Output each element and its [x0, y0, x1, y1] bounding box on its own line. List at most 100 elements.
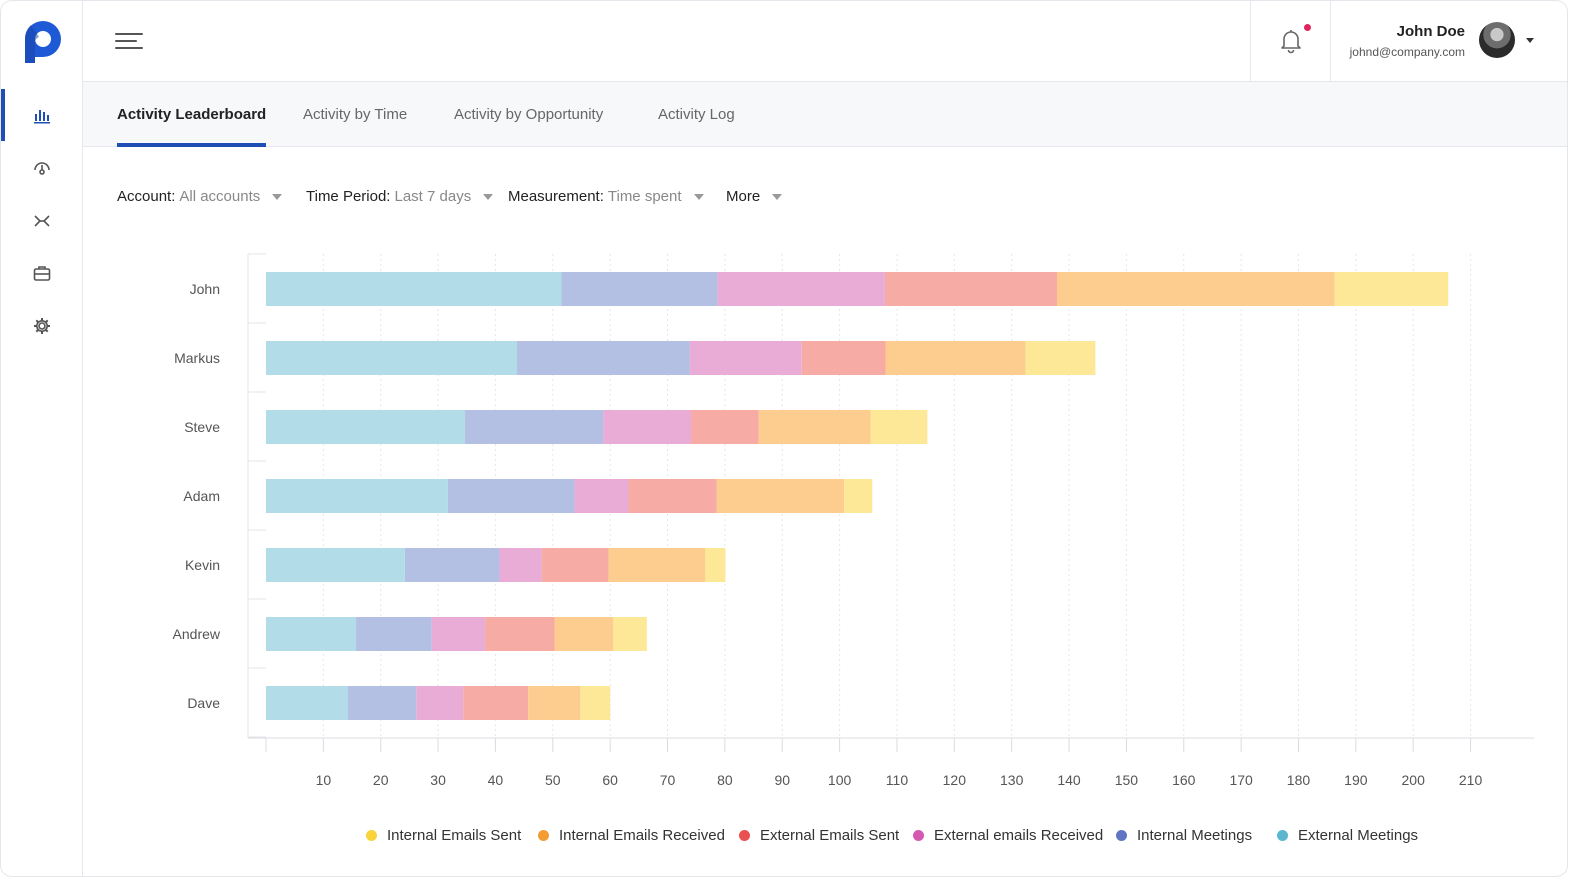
x-tick-label: 60 — [602, 772, 618, 788]
bar-segment — [416, 686, 464, 720]
measurement-filter[interactable]: Measurement: Time spent — [508, 188, 704, 205]
bar-segment — [691, 410, 759, 444]
activity-leaderboard-chart: 10 20 30 40 50 60 70 80 90 100 110 120 130 140 150 160 1… — [173, 253, 1534, 788]
x-tick-label: 80 — [717, 772, 733, 788]
tab-activity-leaderboard[interactable]: Activity Leaderboard — [117, 82, 267, 147]
sidebar-item-reports[interactable] — [1, 89, 83, 141]
x-tick-label: 150 — [1115, 772, 1139, 788]
x-tick-label: 190 — [1344, 772, 1368, 788]
x-tick-label: 70 — [660, 772, 676, 788]
bar-segment — [404, 548, 500, 582]
legend-swatch — [538, 830, 549, 841]
bar-segment — [348, 686, 417, 720]
gauge-icon — [34, 162, 50, 175]
bar-segment — [844, 479, 873, 513]
legend-item[interactable]: Internal Emails Received — [538, 827, 725, 844]
bar-segment — [717, 272, 885, 306]
sidebar-item-dashboard[interactable] — [1, 141, 83, 193]
bar-segment — [266, 617, 357, 651]
x-tick-label: 180 — [1287, 772, 1311, 788]
tab-activity-log[interactable]: Activity Log — [658, 106, 735, 123]
legend-item[interactable]: External Meetings — [1277, 827, 1418, 844]
time-period-filter[interactable]: Time Period: Last 7 days — [306, 188, 494, 205]
notification-dot — [1304, 24, 1311, 31]
tab-activity-by-opportunity[interactable]: Activity by Opportunity — [454, 106, 604, 123]
legend-swatch — [1116, 830, 1127, 841]
bar-segment — [499, 548, 542, 582]
arrows-merge-icon — [34, 215, 50, 227]
bar-segment — [628, 479, 717, 513]
bar-segment — [431, 617, 486, 651]
bar-segment — [356, 617, 432, 651]
category-label: Dave — [187, 695, 220, 711]
bar-segment — [266, 272, 562, 306]
menu-icon[interactable] — [115, 31, 145, 51]
bar-segment — [561, 272, 718, 306]
bar-segment — [266, 548, 405, 582]
bar-segment — [465, 410, 604, 444]
more-filter-label: More — [726, 188, 761, 205]
bar-segment — [885, 341, 1026, 375]
category-label: Markus — [174, 350, 220, 366]
category-label: John — [190, 281, 220, 297]
notifications-button[interactable] — [1250, 1, 1331, 81]
legend-label: Internal Meetings — [1137, 827, 1253, 844]
bar-segment — [716, 479, 845, 513]
x-tick-label: 90 — [774, 772, 790, 788]
legend-swatch — [366, 830, 377, 841]
bar-segment — [574, 479, 629, 513]
x-tick-label: 140 — [1057, 772, 1081, 788]
account-filter-value: All accounts — [179, 188, 261, 205]
bar-segment — [485, 617, 555, 651]
chevron-down-icon — [483, 193, 494, 200]
bar-segment — [447, 479, 575, 513]
sidebar-item-opportunities[interactable] — [1, 247, 83, 299]
account-filter[interactable]: Account: All accounts — [117, 188, 283, 205]
more-filter[interactable]: More — [726, 188, 783, 205]
x-tick-label: 40 — [488, 772, 504, 788]
bar-segment — [608, 548, 706, 582]
avatar[interactable] — [1479, 22, 1515, 58]
legend-item[interactable]: Internal Emails Sent — [366, 827, 521, 844]
chevron-down-icon[interactable] — [1526, 38, 1534, 43]
sidebar-item-activity[interactable] — [1, 195, 83, 247]
category-label: Steve — [184, 419, 220, 435]
account-filter-label: Account: — [117, 188, 176, 205]
legend-swatch — [913, 830, 924, 841]
bar-segment — [1334, 272, 1449, 306]
bar-segment — [266, 341, 517, 375]
legend-item[interactable]: External emails Received — [913, 827, 1103, 844]
category-label: Adam — [183, 488, 220, 504]
bar-segment — [603, 410, 692, 444]
app-logo[interactable] — [21, 17, 61, 65]
user-menu[interactable]: John Doe johnd@company.com — [1345, 19, 1545, 63]
x-tick-label: 110 — [886, 772, 909, 788]
sidebar-item-settings[interactable] — [1, 300, 83, 352]
legend-swatch — [739, 830, 750, 841]
x-tick-label: 20 — [373, 772, 389, 788]
category-label: Kevin — [185, 557, 220, 573]
bar-segment — [266, 410, 466, 444]
measurement-filter-label: Measurement: — [508, 188, 604, 205]
bar-segment — [541, 548, 609, 582]
time-period-filter-label: Time Period: — [306, 188, 391, 205]
category-label: Andrew — [173, 626, 221, 642]
x-tick-label: 10 — [316, 772, 332, 788]
bar-segment — [613, 617, 647, 651]
briefcase-icon — [33, 266, 51, 281]
measurement-filter-value: Time spent — [607, 188, 682, 205]
bar-segment — [801, 341, 886, 375]
sidebar — [1, 1, 83, 876]
bar-segment — [689, 341, 802, 375]
bar-segment — [884, 272, 1057, 306]
user-email: johnd@company.com — [1349, 45, 1465, 59]
x-tick-label: 210 — [1459, 772, 1483, 788]
bar-segment — [758, 410, 871, 444]
tab-activity-by-time[interactable]: Activity by Time — [303, 106, 408, 123]
legend-item[interactable]: External Emails Sent — [739, 827, 899, 844]
legend-item[interactable]: Internal Meetings — [1116, 827, 1252, 844]
x-tick-label: 160 — [1172, 772, 1196, 788]
bar-segment — [705, 548, 726, 582]
top-header: John Doe johnd@company.com — [83, 1, 1567, 82]
